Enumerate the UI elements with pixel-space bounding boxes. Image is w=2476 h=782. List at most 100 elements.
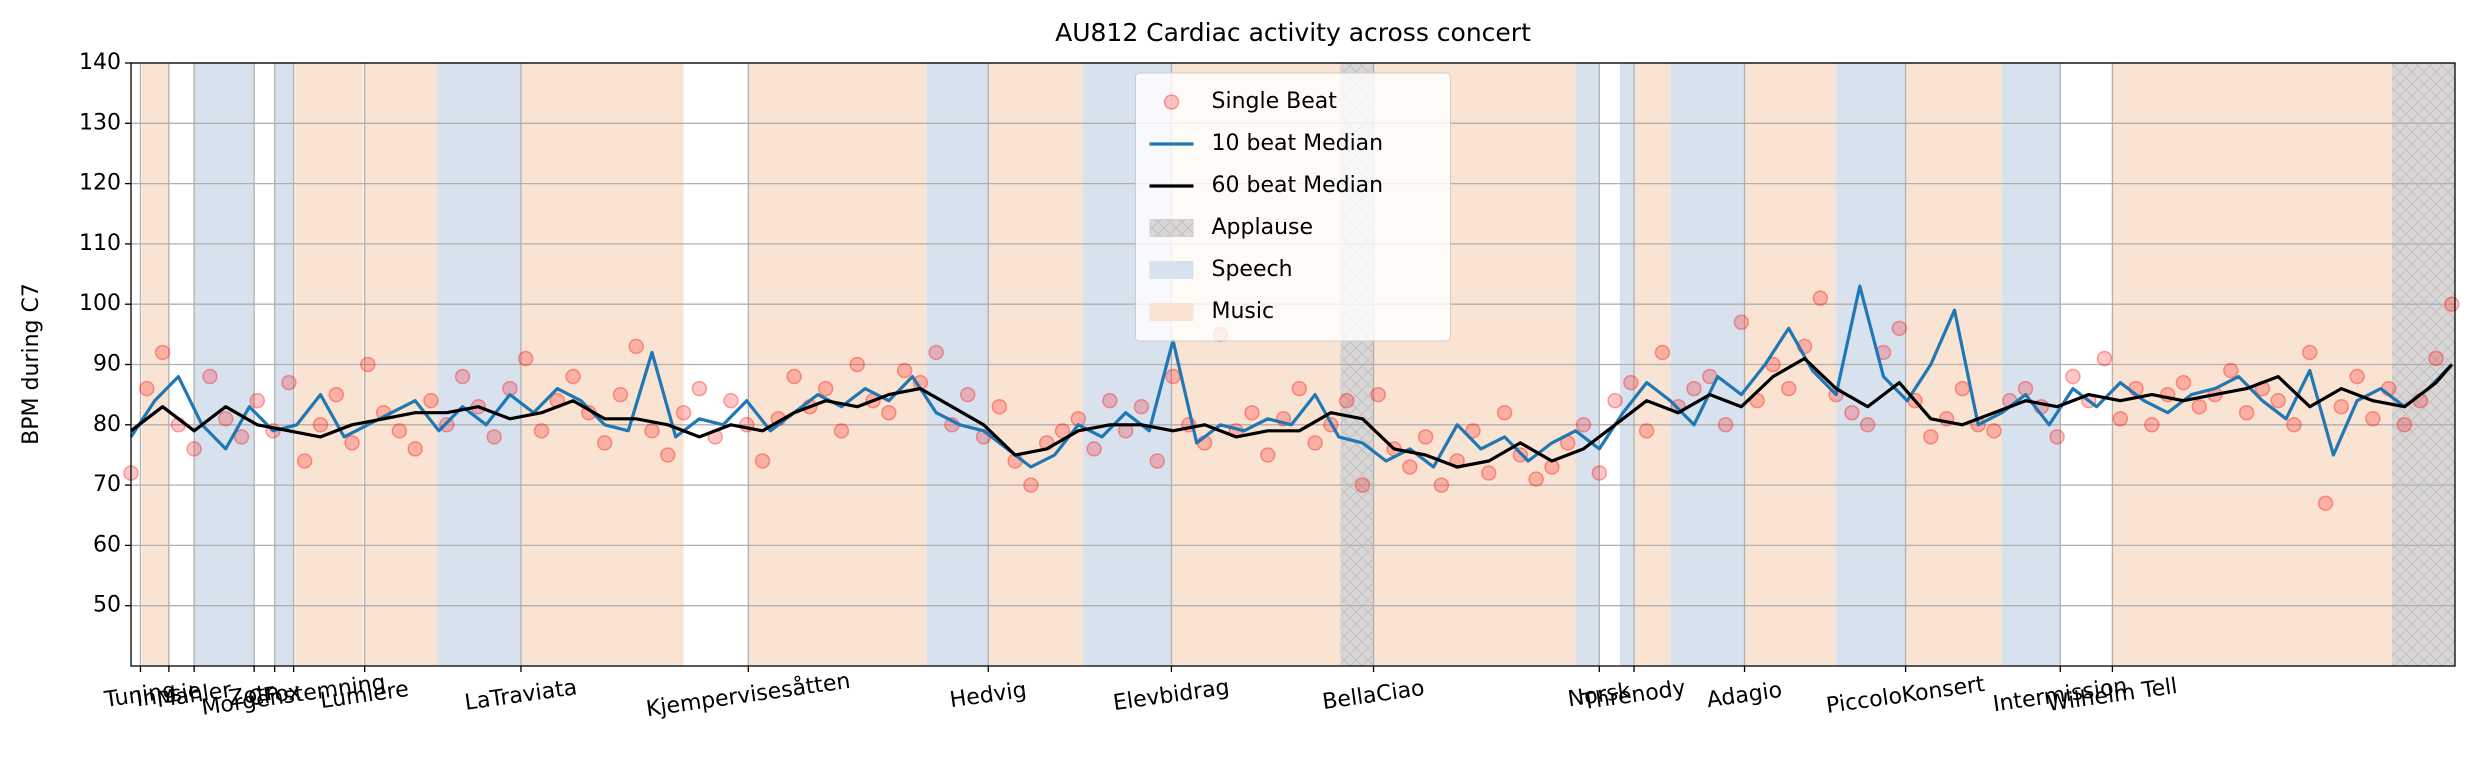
beat-point	[612, 386, 629, 403]
beat-point	[1338, 392, 1355, 409]
beat-point	[1102, 392, 1118, 409]
beat-point	[1086, 441, 1102, 457]
y-tick-label: 120	[79, 171, 121, 196]
beat-point	[1575, 417, 1592, 433]
beat-point	[1481, 465, 1497, 481]
beat-point	[1986, 423, 2002, 439]
beat-point	[1812, 290, 1829, 306]
median-line	[129, 284, 2453, 469]
beat-point	[1923, 429, 1939, 445]
beat-point	[1054, 423, 1071, 439]
beat-point	[675, 404, 692, 421]
legend-box	[1135, 72, 1451, 342]
beat-point	[2049, 429, 2065, 445]
beat-point	[1891, 320, 1908, 337]
beat-point	[896, 362, 913, 379]
x-tick-label: BellaCiao	[1321, 676, 1426, 715]
x-tick-label: Adagio	[1705, 678, 1783, 713]
beat-point	[2333, 398, 2350, 415]
x-tick-label: Kjempervisesåtten	[644, 668, 851, 722]
beat-point	[1859, 417, 1876, 433]
beat-point	[1354, 477, 1371, 493]
beat-point	[928, 344, 944, 361]
legend-label: Applause	[1212, 215, 1314, 240]
x-tick-label: Threnody	[1580, 676, 1687, 715]
beat-point	[186, 441, 202, 457]
beat-point	[881, 404, 897, 421]
y-tick-label: 110	[79, 231, 121, 256]
beat-point	[2112, 411, 2129, 427]
legend-label: Speech	[1212, 257, 1293, 282]
beat-point	[723, 392, 739, 409]
beat-point	[486, 429, 502, 445]
beat-point	[1370, 386, 1387, 403]
beat-point	[1023, 477, 1039, 493]
beat-point	[2428, 350, 2444, 367]
y-tick-label: 60	[93, 532, 121, 557]
x-tick-label: Elevbidrag	[1112, 675, 1231, 716]
beat-point	[296, 453, 313, 469]
beat-point	[1528, 471, 1544, 487]
beat-point	[154, 344, 171, 361]
beat-point	[2238, 404, 2255, 421]
beat-point	[1307, 435, 1323, 451]
beat-point	[2096, 350, 2113, 367]
beat-point	[2144, 417, 2160, 433]
beat-point	[1623, 374, 1639, 391]
beat-point	[533, 423, 550, 439]
beat-point	[2175, 374, 2192, 391]
beat-point	[312, 417, 329, 433]
beat-point	[2223, 362, 2239, 379]
beat-point	[517, 350, 534, 367]
beat-point	[786, 368, 802, 385]
legend-label: Music	[1212, 299, 1275, 324]
beat-point	[423, 392, 439, 409]
beat-point	[360, 356, 376, 373]
beat-point	[1954, 380, 1971, 397]
y-tick-label: 90	[93, 352, 121, 377]
y-tick-label: 100	[79, 291, 121, 316]
legend-swatch	[1163, 94, 1180, 110]
beat-point	[1654, 344, 1671, 361]
beat-point	[344, 435, 360, 451]
beat-point	[960, 386, 976, 403]
beat-point	[139, 380, 155, 397]
beat-point	[1686, 380, 1702, 397]
beat-point	[1291, 380, 1308, 397]
beat-point	[2191, 398, 2207, 415]
legend-label: Single Beat	[1212, 89, 1338, 114]
beat-point	[1465, 423, 1481, 439]
beat-point	[1244, 404, 1260, 421]
beat-point	[1259, 447, 1276, 463]
x-tick-label: Hedvig	[948, 678, 1028, 713]
beat-point	[1496, 404, 1513, 421]
beat-point	[1717, 417, 1734, 433]
beat-point	[407, 441, 423, 457]
beat-point	[328, 386, 344, 403]
legend-swatch-hatch	[1149, 219, 1194, 237]
y-tick-label: 80	[93, 412, 121, 437]
beat-point	[202, 368, 218, 385]
beat-point	[817, 380, 834, 397]
legend-swatch	[1149, 303, 1194, 321]
beat-point	[391, 423, 408, 439]
beat-point	[1149, 453, 1165, 469]
beat-point	[1133, 398, 1150, 415]
legend-label: 60 beat Median	[1212, 173, 1384, 198]
beat-point	[628, 338, 644, 355]
beat-point	[1591, 465, 1608, 481]
beat-point	[833, 423, 850, 439]
chart-title: AU812 Cardiac activity across concert	[1055, 18, 1531, 47]
beat-point	[1780, 380, 1797, 397]
beat-point	[2270, 392, 2286, 409]
beat-point	[2286, 417, 2302, 433]
beat-point	[596, 435, 613, 451]
beat-point	[2349, 368, 2365, 385]
beat-point	[691, 380, 708, 397]
beat-point	[1165, 368, 1181, 385]
beat-point	[754, 453, 771, 469]
beat-point	[217, 411, 234, 427]
x-tick-label: PiccoloKonsert	[1825, 672, 1987, 719]
